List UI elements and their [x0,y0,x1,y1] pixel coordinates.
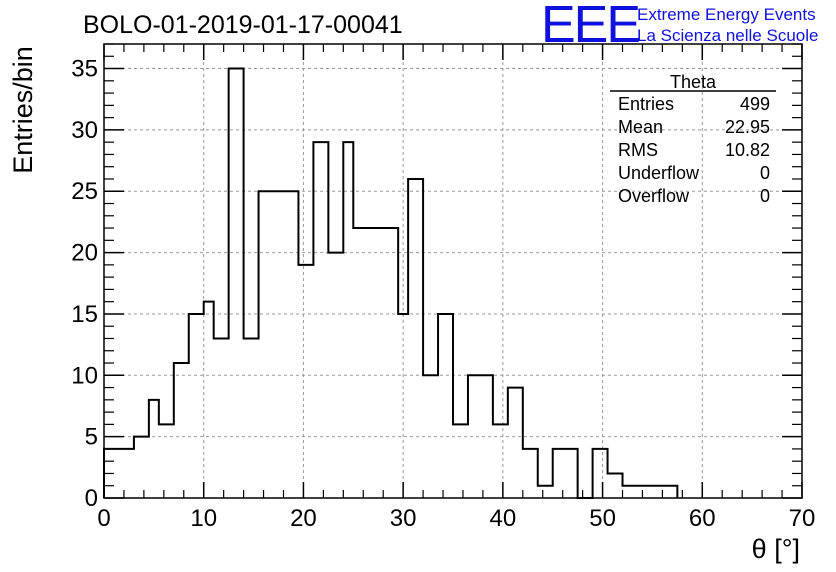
tick-labels: 0 10 20 30 40 50 60 70 0 5 10 15 20 25 30 35 [71,56,815,532]
stats-value-rms: 10.82 [725,140,770,160]
y-tick-label: 30 [71,117,98,144]
y-tick-label: 10 [71,362,98,389]
y-tick-label: 15 [71,301,98,328]
x-tick-label: 30 [390,505,417,532]
stats-box: Theta Entries 499 Mean 22.95 RMS 10.82 U… [610,72,776,206]
x-tick-label: 40 [490,505,517,532]
stats-value-underflow: 0 [760,163,770,183]
x-axis-title: θ [°] [752,534,800,564]
x-tick-label: 60 [689,505,716,532]
stats-value-mean: 22.95 [725,117,770,137]
plot-frame [103,43,803,499]
x-tick-label: 50 [589,505,616,532]
stats-value-entries: 499 [740,94,770,114]
grid-lines [104,44,802,498]
stats-label-rms: RMS [618,140,658,160]
stats-label-mean: Mean [618,117,663,137]
y-tick-label: 0 [85,485,98,512]
y-tick-label: 35 [71,56,98,83]
stats-label-overflow: Overflow [618,186,690,206]
chart-title: BOLO-01-2019-01-17-00041 [83,11,403,39]
x-tick-label: 10 [190,505,217,532]
stats-value-overflow: 0 [760,186,770,206]
logo-mark: EEE [541,0,639,54]
histogram-line [103,67,679,499]
y-tick-label: 20 [71,240,98,267]
stats-label-entries: Entries [618,94,674,114]
x-tick-label: 70 [789,505,816,532]
y-axis-title: Entries/bin [8,46,38,174]
logo-line-2: La Scienza nelle Scuole [637,26,818,45]
x-tick-label: 0 [97,505,110,532]
stats-title: Theta [670,72,717,92]
eee-logo: EEE Extreme Energy Events La Scienza nel… [541,0,818,54]
axis-ticks [103,43,803,499]
stats-label-underflow: Underflow [618,163,700,183]
y-tick-label: 5 [85,424,98,451]
logo-line-1: Extreme Energy Events [637,5,816,24]
x-tick-label: 20 [290,505,317,532]
y-tick-label: 25 [71,178,98,205]
